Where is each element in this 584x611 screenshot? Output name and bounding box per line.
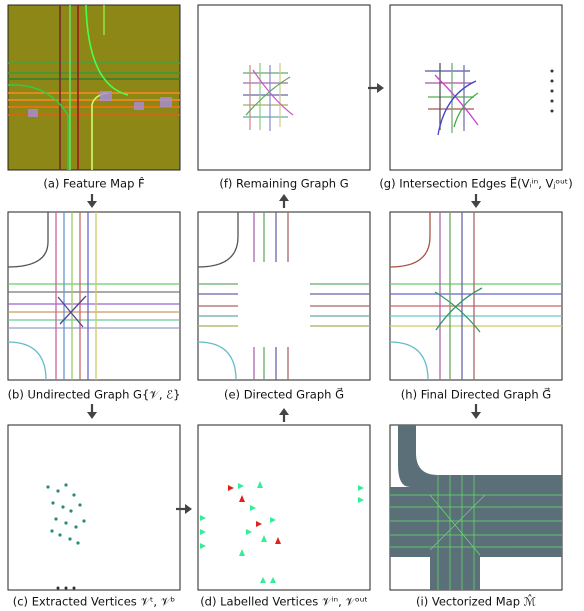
illustration-circle bbox=[61, 505, 64, 508]
illustration-circle bbox=[51, 501, 54, 504]
illustration-circle bbox=[76, 541, 79, 544]
illustration-circle bbox=[551, 110, 554, 113]
panel-final-directed-graph bbox=[390, 212, 562, 380]
illustration-circle bbox=[551, 100, 554, 103]
illustration-path bbox=[87, 201, 97, 208]
figure: (a) Feature Map F̂ (f) Remaining Graph G… bbox=[0, 0, 584, 611]
caption: (a) Feature Map F̂ bbox=[43, 176, 144, 190]
illustration-rect bbox=[100, 91, 112, 101]
illustration-path bbox=[377, 83, 384, 93]
illustration-rect bbox=[390, 5, 562, 170]
illustration-circle bbox=[551, 70, 554, 73]
illustration-rect bbox=[28, 109, 38, 117]
panel-labelled-vertices bbox=[198, 425, 370, 590]
illustration-circle bbox=[58, 533, 61, 536]
caption: (e) Directed Graph G⃗ bbox=[224, 387, 344, 401]
illustration-circle bbox=[57, 587, 60, 590]
illustration-path bbox=[279, 408, 289, 415]
caption: (g) Intersection Edges E⃗(Vᵢⁱⁿ, Vⱼᵒᵘᵗ) bbox=[379, 176, 572, 190]
panel-directed-graph bbox=[198, 212, 370, 380]
illustration-path bbox=[87, 412, 97, 419]
caption: (i) Vectorized Map ℳ̂ bbox=[416, 592, 536, 608]
caption: (f) Remaining Graph G bbox=[219, 177, 348, 191]
illustration-circle bbox=[69, 509, 72, 512]
caption: (d) Labelled Vertices 𝒱ⁱⁿ, 𝒱ᵒᵘᵗ bbox=[200, 595, 368, 609]
illustration-circle bbox=[72, 493, 75, 496]
illustration-rect bbox=[198, 212, 370, 380]
illustration-rect bbox=[134, 102, 144, 110]
panel-vectorized-map bbox=[390, 425, 562, 590]
caption: (h) Final Directed Graph G⃗ bbox=[401, 387, 551, 401]
illustration-rect bbox=[390, 212, 562, 380]
panel-extracted-vertices bbox=[8, 425, 180, 590]
illustration-rect bbox=[198, 5, 370, 170]
panel-intersection-edges bbox=[390, 5, 562, 170]
illustration-path bbox=[471, 412, 481, 419]
illustration-circle bbox=[78, 503, 81, 506]
illustration-circle bbox=[46, 485, 49, 488]
illustration-circle bbox=[74, 525, 77, 528]
illustration-circle bbox=[73, 587, 76, 590]
illustration-circle bbox=[50, 529, 53, 532]
illustration-circle bbox=[551, 90, 554, 93]
panel-remaining-graph bbox=[198, 5, 370, 170]
illustration-rect bbox=[8, 212, 180, 380]
illustration-rect bbox=[160, 97, 172, 107]
illustration-path bbox=[471, 201, 481, 208]
illustration-path bbox=[279, 194, 289, 201]
illustration-circle bbox=[68, 537, 71, 540]
caption: (b) Undirected Graph G{𝒱, ℰ} bbox=[8, 388, 181, 402]
panel-undirected-graph bbox=[8, 212, 180, 380]
illustration-rect bbox=[8, 425, 180, 590]
caption: (c) Extracted Vertices 𝒱ᵗ, 𝒱ᵇ bbox=[13, 595, 176, 609]
illustration-path bbox=[185, 504, 192, 514]
illustration-circle bbox=[82, 519, 85, 522]
illustration-circle bbox=[54, 517, 57, 520]
illustration-rect bbox=[198, 425, 370, 590]
illustration-circle bbox=[64, 483, 67, 486]
illustration-circle bbox=[551, 80, 554, 83]
illustration-circle bbox=[56, 489, 59, 492]
panel-feature-map bbox=[8, 5, 180, 170]
illustration-circle bbox=[65, 587, 68, 590]
illustration-circle bbox=[64, 521, 67, 524]
